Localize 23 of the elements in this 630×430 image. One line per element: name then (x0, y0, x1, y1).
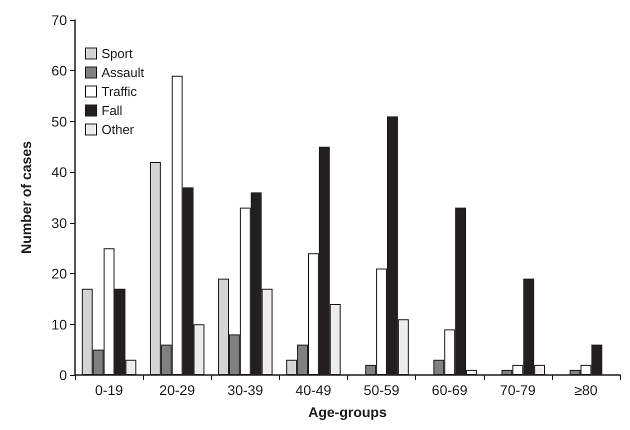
y-tick-label: 30 (51, 214, 68, 231)
x-tick-label: 70-79 (500, 382, 536, 398)
legend-label: Sport (102, 46, 133, 61)
x-tick-label: ≥80 (574, 382, 598, 398)
x-tick-label: 0-19 (95, 382, 124, 398)
x-tick-label: 60-69 (432, 382, 468, 398)
y-tick-label: 20 (51, 266, 68, 282)
y-tick-label: 0 (59, 367, 68, 383)
legend-label: Traffic (102, 84, 138, 99)
legend-label: Other (102, 122, 135, 137)
x-tick-label: 40-49 (296, 382, 332, 398)
legend-label: Fall (102, 103, 123, 118)
x-tick-label: 20-29 (159, 382, 196, 398)
x-axis-title: Age-groups (308, 404, 387, 420)
y-tick-label: 50 (51, 113, 68, 130)
x-tick-label: 30-39 (227, 382, 264, 398)
legend-label: Assault (102, 65, 145, 80)
y-tick-label: 10 (51, 316, 68, 332)
y-tick-label: 60 (51, 62, 68, 79)
x-tick-label: 50-59 (364, 382, 400, 398)
y-tick-label: 40 (51, 164, 68, 180)
y-axis-title: Number of cases (18, 140, 34, 254)
y-tick-label: 70 (51, 12, 68, 28)
